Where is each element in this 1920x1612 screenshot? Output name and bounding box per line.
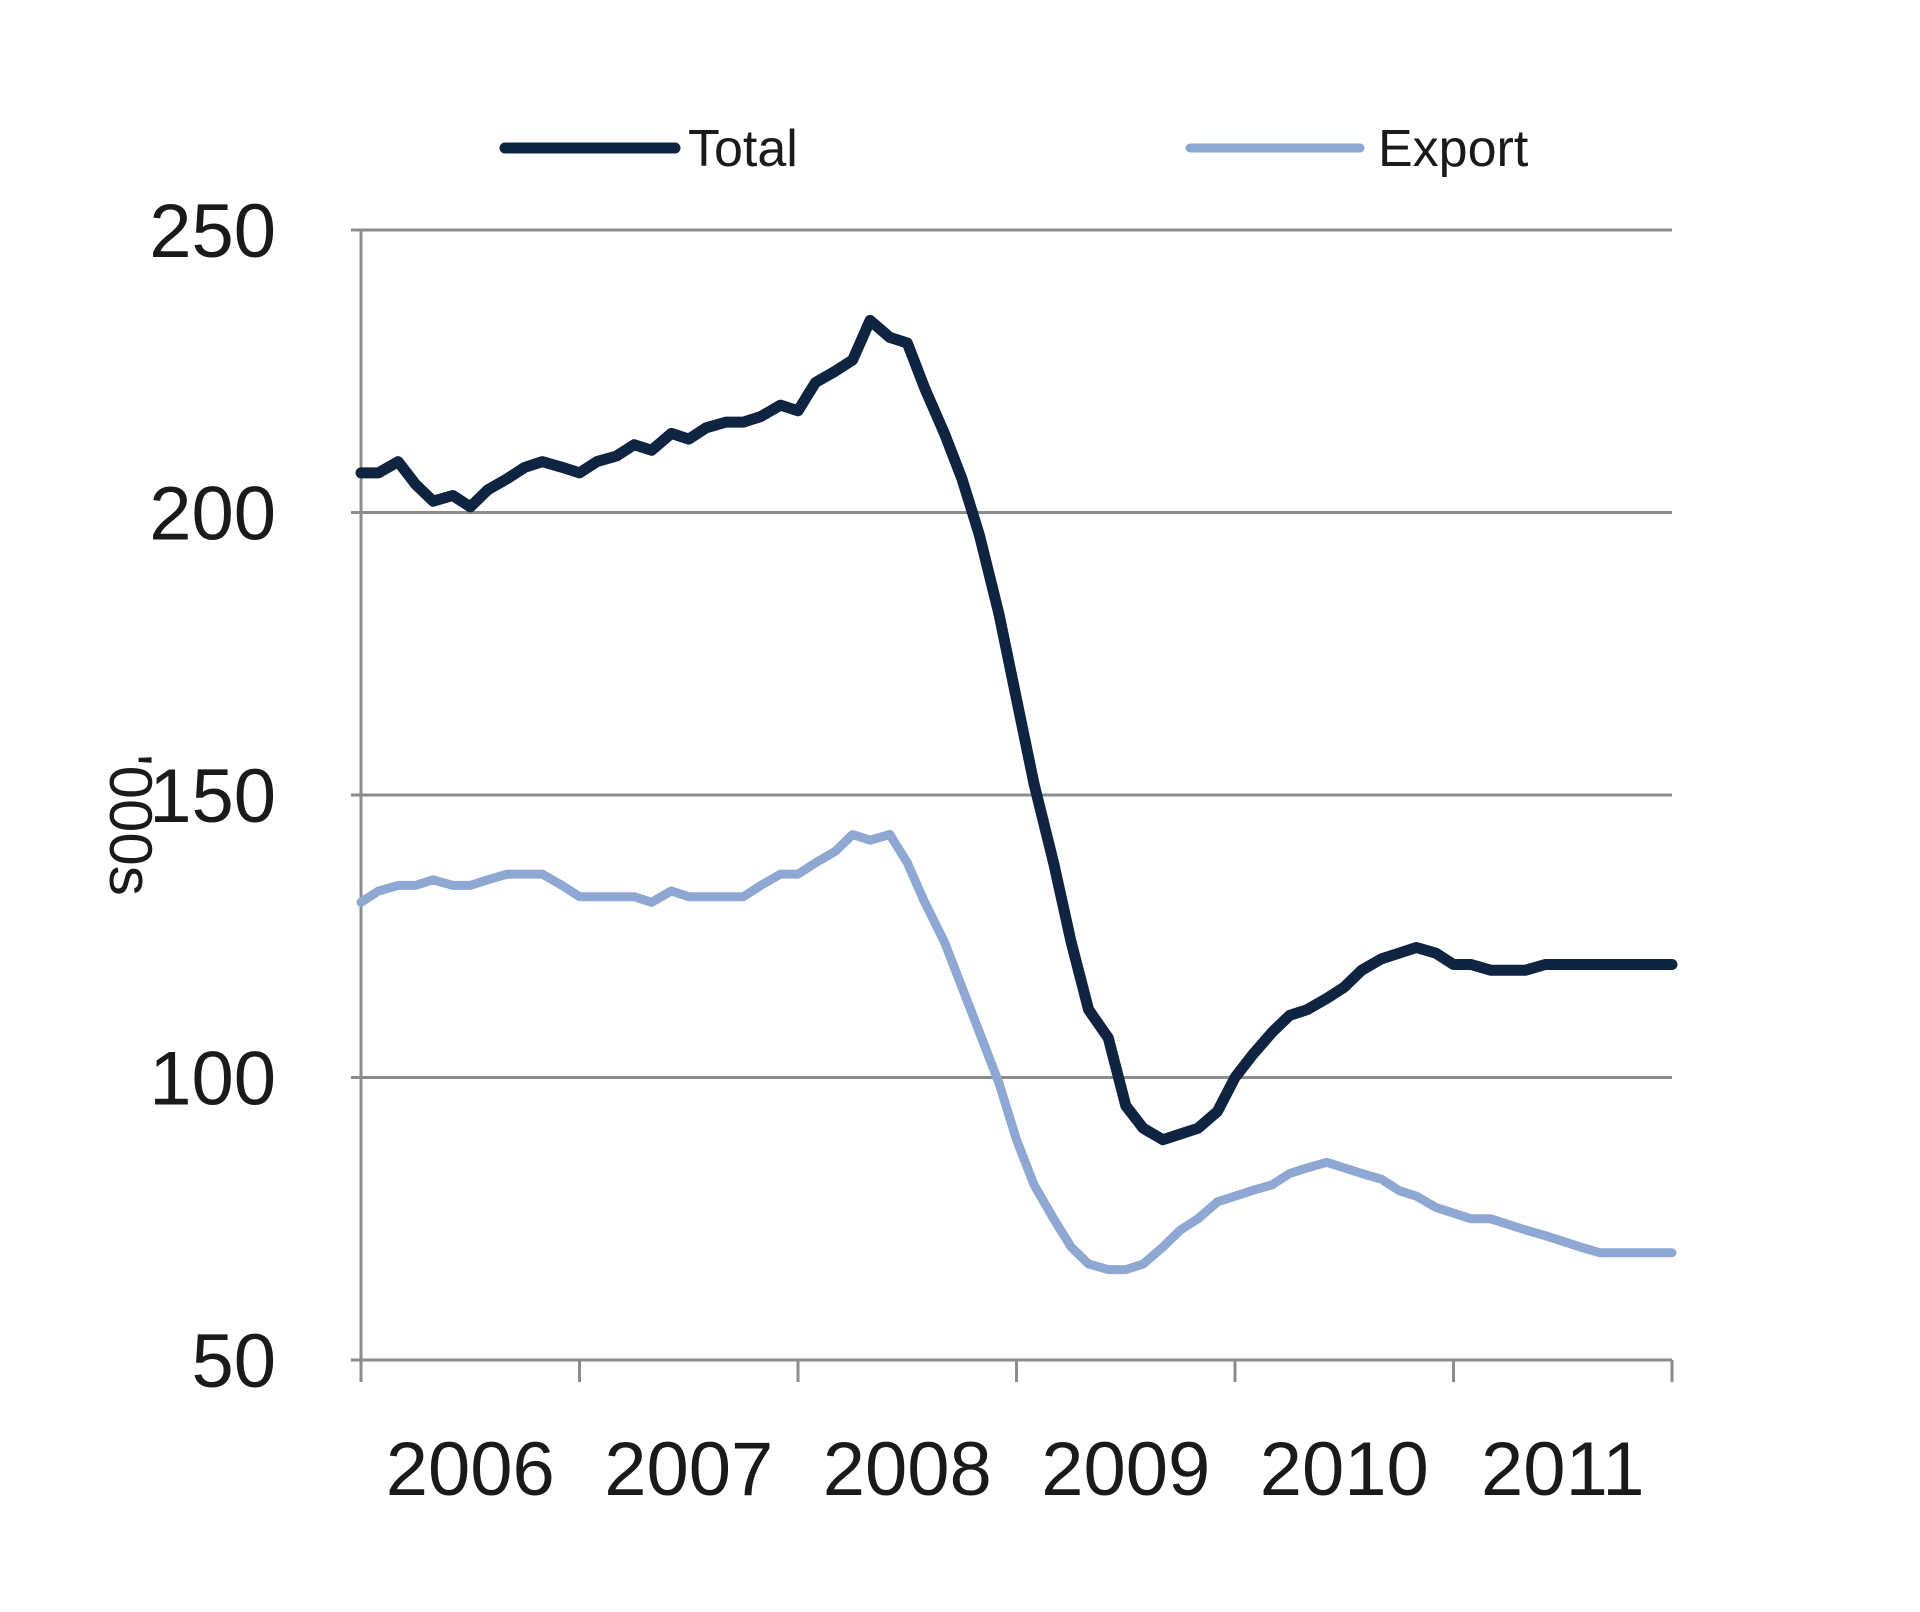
y-tick-label: 150: [149, 754, 276, 839]
y-tick-label: 200: [149, 472, 276, 557]
series-lines: [355, 314, 1678, 1275]
legend-label-export: Export: [1378, 120, 1529, 178]
series-line-export: [356, 830, 1677, 1275]
y-tick-label: 50: [191, 1319, 276, 1404]
x-tick-label: 2009: [1041, 1427, 1210, 1512]
x-tick-label: 2010: [1260, 1427, 1429, 1512]
y-axis-label: '000s: [97, 754, 164, 896]
y-tick-label: 250: [149, 189, 276, 274]
x-tick-labels: 2006 2007 2008 2009 2010 2011: [386, 1427, 1645, 1512]
x-tick-label: 2007: [604, 1427, 773, 1512]
y-tick-label: 100: [149, 1037, 276, 1122]
y-tick-labels: 50 100 150 200 250: [149, 189, 276, 1404]
legend-label-total: Total: [688, 120, 798, 178]
legend: Total Export: [499, 120, 1529, 178]
x-tick-label: 2006: [386, 1427, 555, 1512]
axes: [351, 230, 1674, 1382]
x-tick-label: 2011: [1481, 1427, 1644, 1512]
gridlines: [351, 228, 1672, 1079]
series-line-total: [355, 314, 1678, 1146]
x-tick-label: 2008: [823, 1427, 992, 1512]
